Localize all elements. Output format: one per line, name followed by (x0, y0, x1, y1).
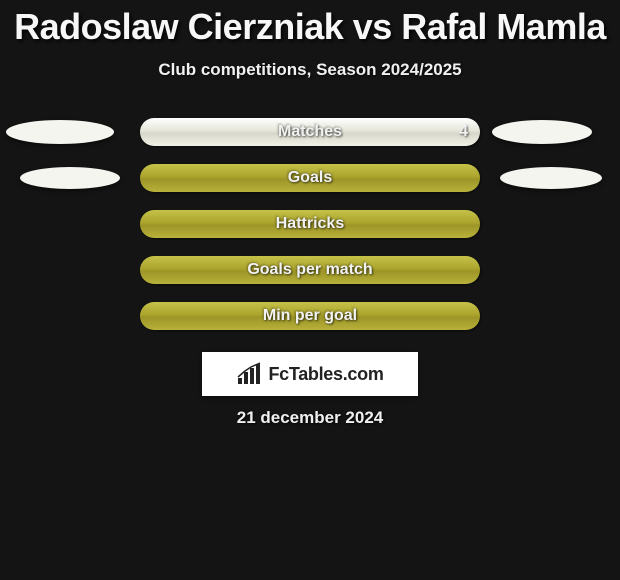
stat-label: Goals (140, 169, 480, 187)
stat-row: Hattricks (0, 210, 620, 238)
stat-label: Matches (140, 123, 480, 141)
fctables-badge: FcTables.com (202, 352, 418, 396)
stat-row: Goals per match (0, 256, 620, 284)
page-subtitle: Club competitions, Season 2024/2025 (0, 60, 620, 80)
date-text: 21 december 2024 (0, 408, 620, 428)
right-ellipse (492, 120, 592, 144)
stat-bar: Goals (140, 164, 480, 192)
badge-text: FcTables.com (268, 364, 383, 385)
stat-row: Goals (0, 164, 620, 192)
stat-label: Hattricks (140, 215, 480, 233)
stat-row: Min per goal (0, 302, 620, 330)
stat-row: Matches4 (0, 118, 620, 146)
stat-bar: Hattricks (140, 210, 480, 238)
stat-bar: Matches4 (140, 118, 480, 146)
stat-value: 4 (459, 123, 468, 141)
stats-rows: Matches4 Goals Hattricks Goals per match Min… (0, 118, 620, 330)
stat-bar: Min per goal (140, 302, 480, 330)
bars-icon (236, 362, 264, 386)
stat-label: Goals per match (140, 261, 480, 279)
right-ellipse (500, 167, 602, 189)
left-ellipse (6, 120, 114, 144)
page-title: Radoslaw Cierzniak vs Rafal Mamla (0, 0, 620, 48)
stat-label: Min per goal (140, 307, 480, 325)
stat-bar: Goals per match (140, 256, 480, 284)
left-ellipse (20, 167, 120, 189)
